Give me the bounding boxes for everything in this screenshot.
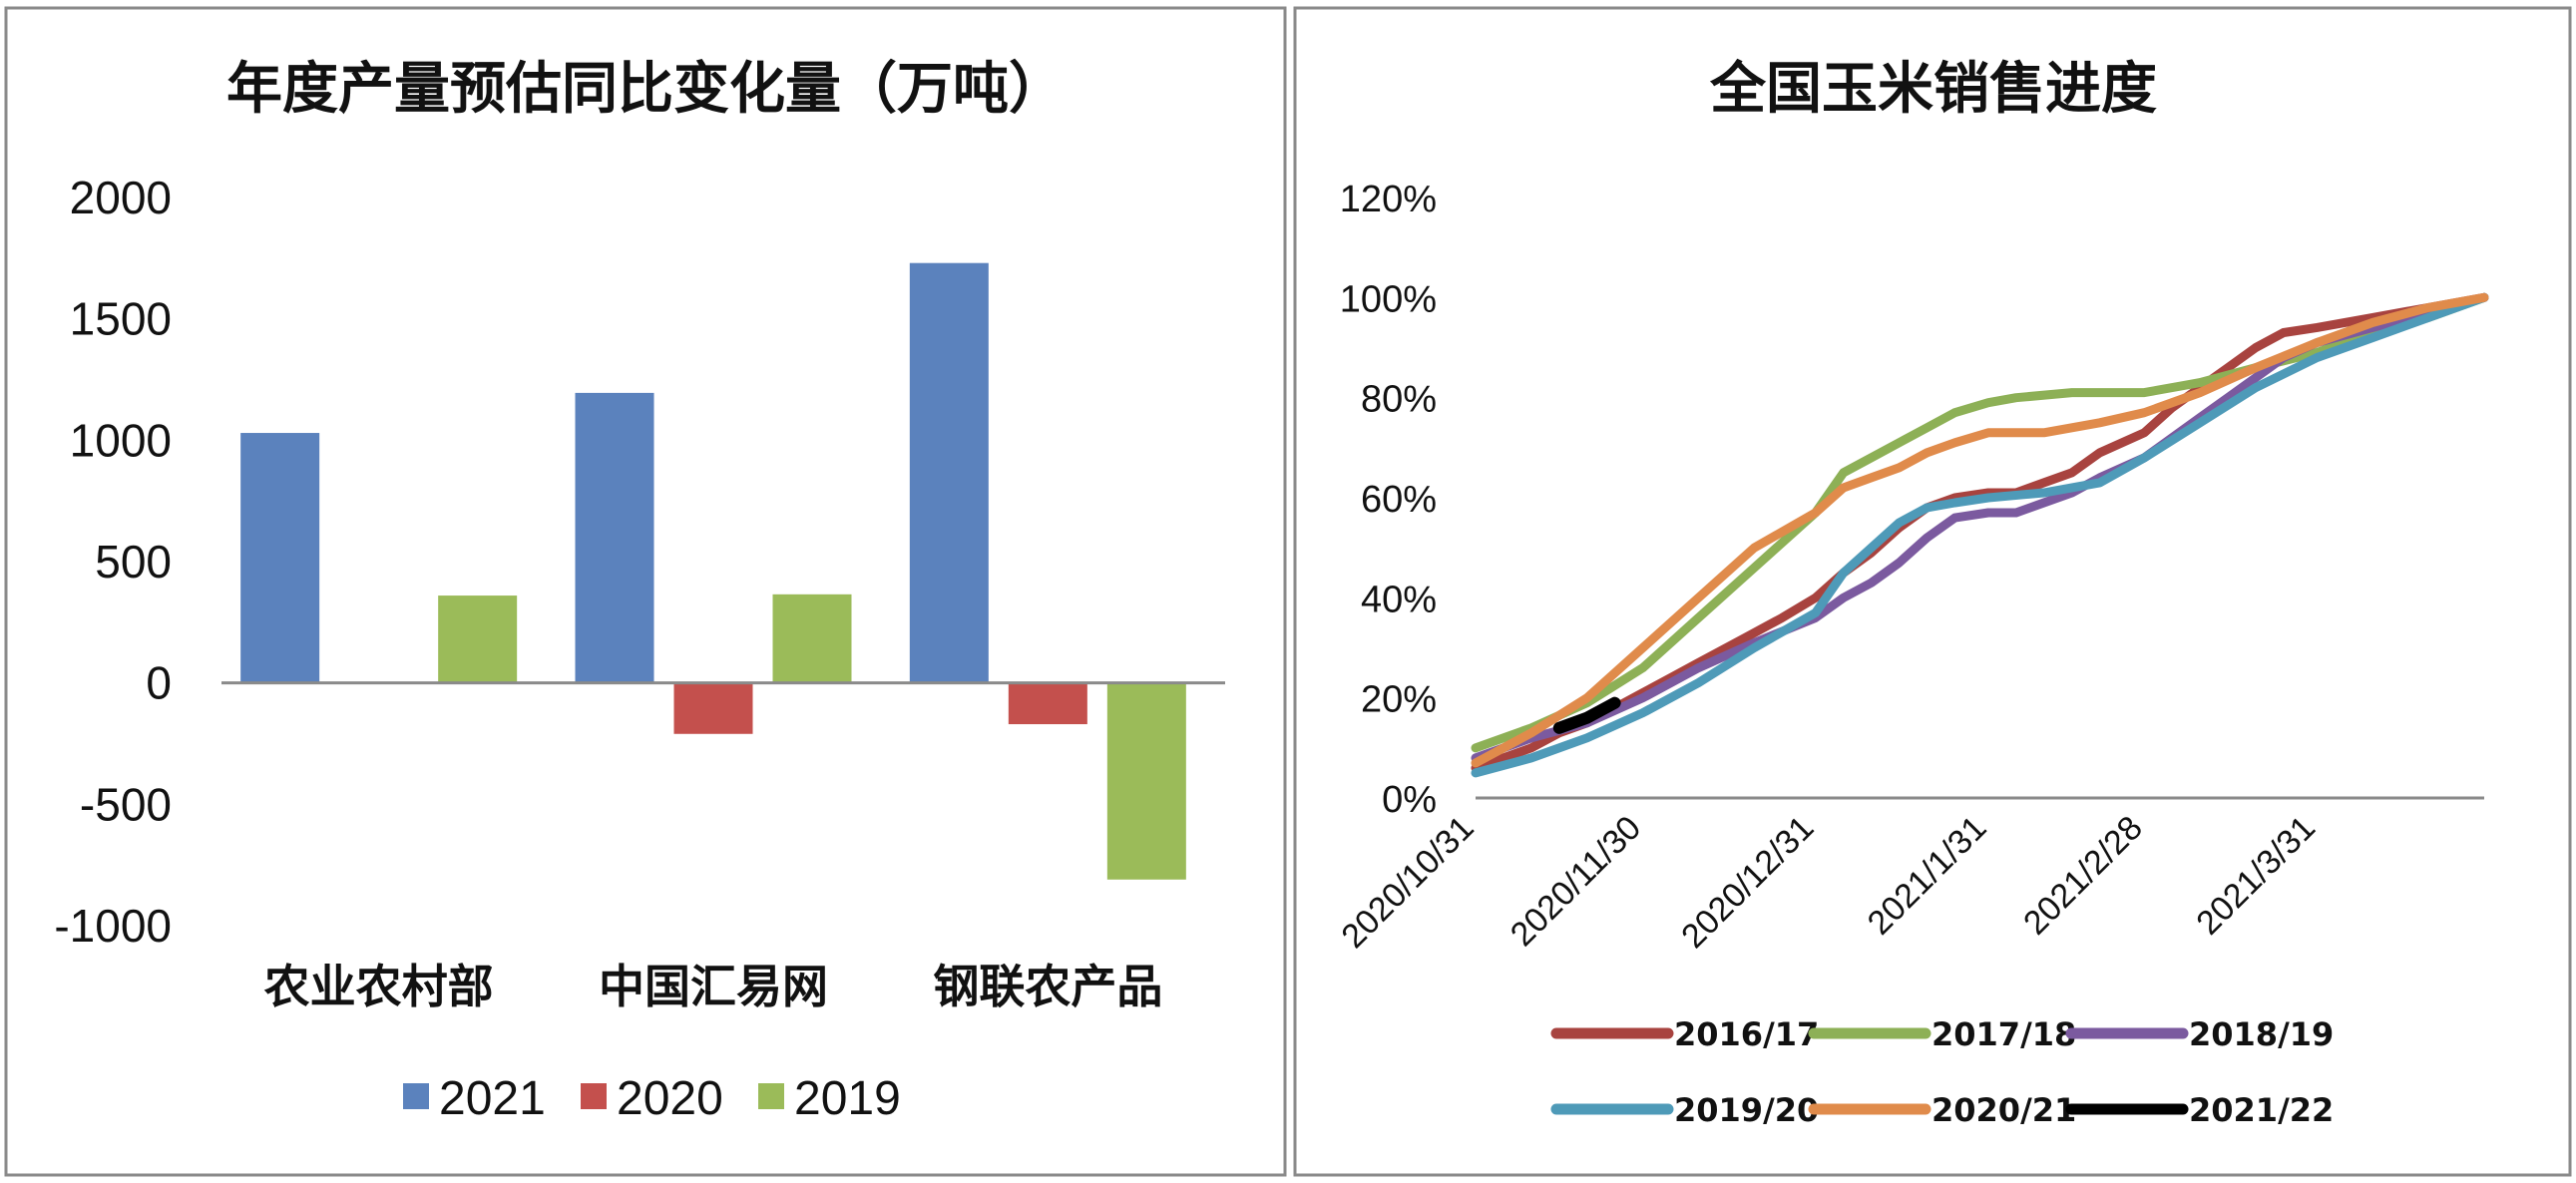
bar-2021 <box>575 392 654 683</box>
bar-chart-title: 年度产量预估同比变化量（万吨） <box>226 56 1065 122</box>
bar-y-tick-label: -500 <box>80 778 172 830</box>
bar-2021 <box>240 433 320 683</box>
legend-label-2019/20: 2019/20 <box>1674 1091 1819 1129</box>
line-series-2019/20 <box>1471 292 2489 778</box>
legend-label-2020: 2020 <box>617 1072 723 1125</box>
line-chart-title: 全国玉米销售进度 <box>1709 56 2157 122</box>
bar-2019 <box>772 593 852 683</box>
bar-y-tick-label: -1000 <box>54 900 172 952</box>
line-chart-frame <box>1293 6 2572 1177</box>
legend-swatch-2019 <box>758 1083 784 1109</box>
bar-y-tick-label: 500 <box>95 536 172 588</box>
bar-chart-categories: 农业农村部 中国汇易网 钢联农产品 <box>264 960 1163 1013</box>
line-chart-panel: 全国玉米销售进度 120%100%80%60%40%20%0% 2020/10/… <box>1293 6 2572 1177</box>
line-chart-series <box>1471 292 2489 778</box>
line-y-tick-label: 100% <box>1340 278 1437 320</box>
legend-label-2019: 2019 <box>794 1072 901 1125</box>
bar-2020 <box>1008 682 1087 725</box>
line-y-tick-label: 40% <box>1361 579 1437 620</box>
line-y-tick-label: 0% <box>1382 779 1437 821</box>
line-y-tick-label: 20% <box>1361 679 1437 721</box>
bar-2019 <box>438 595 518 683</box>
legend-label-2017/18: 2017/18 <box>1932 1015 2076 1053</box>
line-series-2020/21 <box>1471 292 2489 768</box>
bar-chart-bars <box>240 262 1186 880</box>
legend-label-2020/21: 2020/21 <box>1932 1091 2076 1129</box>
legend-swatch-2020 <box>581 1083 607 1109</box>
bar-y-tick-label: 1000 <box>70 414 172 466</box>
bar-y-tick-label: 1500 <box>70 293 172 345</box>
bar-category-label: 钢联农产品 <box>933 960 1162 1013</box>
bar-y-tick-label: 2000 <box>70 172 172 223</box>
line-y-tick-label: 80% <box>1361 379 1437 421</box>
bar-chart-y-ticks: 2000 1500 1000 500 0 -500 -1000 <box>54 172 172 952</box>
legend-label-2016/17: 2016/17 <box>1674 1015 1819 1053</box>
line-y-tick-label: 60% <box>1361 479 1437 521</box>
bar-chart-legend: 2021 2020 2019 <box>403 1072 901 1125</box>
line-y-tick-label: 120% <box>1340 179 1437 220</box>
legend-swatch-2021 <box>403 1083 429 1109</box>
bar-2019 <box>1106 682 1186 880</box>
legend-label-2021: 2021 <box>439 1072 546 1125</box>
line-chart-legend: 2016/17 2017/18 2018/19 2019/20 2020/21 2021/… <box>1550 1015 2334 1129</box>
bar-category-label: 中国汇易网 <box>599 960 828 1013</box>
bar-category-label: 农业农村部 <box>264 960 494 1013</box>
bar-chart-panel: 年度产量预估同比变化量（万吨） 2000 1500 1000 500 0 -500 -100… <box>4 6 1287 1177</box>
legend-label-2021/22: 2021/22 <box>2189 1091 2334 1129</box>
bar-2020 <box>673 682 753 734</box>
legend-label-2018/19: 2018/19 <box>2189 1015 2334 1053</box>
line-series-2021/22 <box>1552 696 1621 734</box>
bar-2021 <box>909 262 989 683</box>
line-chart-y-ticks: 120% 100% 80% 60% 40% 20% 0% <box>1340 179 1437 821</box>
bar-y-tick-label: 0 <box>146 657 172 709</box>
